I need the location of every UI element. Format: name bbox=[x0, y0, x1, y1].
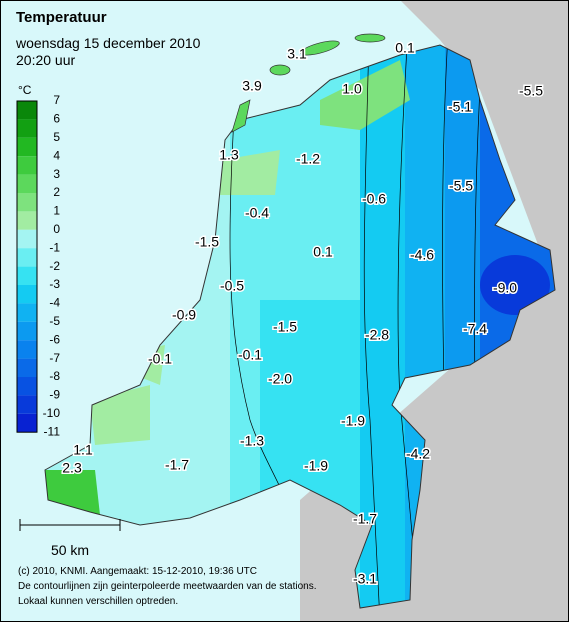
scale-label: 50 km bbox=[51, 542, 89, 558]
legend-label: 7 bbox=[53, 93, 60, 107]
station-value: -9.0 bbox=[493, 280, 517, 296]
legend-label: -6 bbox=[49, 332, 60, 346]
legend-swatch bbox=[17, 248, 37, 267]
station-value: -5.5 bbox=[449, 178, 473, 194]
legend-label: 1 bbox=[53, 204, 60, 218]
station-value: -0.5 bbox=[220, 278, 244, 294]
date: woensdag 15 december 2010 bbox=[15, 35, 201, 51]
legend-label: -11 bbox=[44, 424, 61, 438]
legend-label: -3 bbox=[49, 277, 60, 291]
legend-swatch bbox=[17, 303, 37, 322]
station-value: 1.1 bbox=[73, 442, 93, 458]
legend-label: 0 bbox=[53, 222, 60, 236]
station-value: -0.9 bbox=[172, 307, 196, 323]
legend-label: -2 bbox=[49, 259, 60, 273]
station-value: -4.2 bbox=[406, 446, 430, 462]
legend-swatch bbox=[17, 321, 37, 341]
legend-swatch bbox=[17, 358, 37, 377]
station-value: -4.6 bbox=[410, 247, 434, 263]
station-value: 0.1 bbox=[395, 40, 415, 56]
station-value: -2.0 bbox=[268, 371, 292, 387]
station-value: -5.1 bbox=[448, 99, 472, 115]
legend-swatch bbox=[17, 137, 37, 157]
legend-label: 5 bbox=[53, 130, 60, 144]
legend-swatch bbox=[17, 413, 37, 433]
legend-swatch bbox=[17, 211, 37, 230]
legend-label: -9 bbox=[49, 388, 60, 402]
legend-swatch bbox=[17, 101, 37, 120]
station-value: -1.9 bbox=[304, 458, 328, 474]
station-value: -7.4 bbox=[463, 321, 487, 337]
station-value: -1.2 bbox=[296, 151, 320, 167]
legend-label: 4 bbox=[53, 148, 60, 162]
legend-swatch bbox=[17, 229, 37, 249]
station-value: 3.1 bbox=[287, 46, 307, 62]
legend-swatch bbox=[17, 377, 37, 396]
station-value: -0.4 bbox=[245, 205, 269, 221]
station-value: 2.3 bbox=[62, 460, 82, 476]
legend-swatch bbox=[17, 266, 37, 285]
legend-unit: °C bbox=[18, 83, 32, 97]
station-value: -1.5 bbox=[195, 234, 219, 250]
station-value: -5.5 bbox=[519, 83, 543, 99]
station-value: -1.9 bbox=[341, 413, 365, 429]
wadden-islands bbox=[231, 33, 386, 133]
legend-label: -5 bbox=[49, 314, 60, 328]
country-border bbox=[44, 44, 556, 609]
legend-label: -10 bbox=[43, 406, 61, 420]
footer-line: De contourlijnen zijn geinterpoleerde me… bbox=[18, 581, 317, 592]
title: Temperatuur bbox=[16, 9, 107, 26]
station-value: -1.7 bbox=[353, 511, 377, 527]
legend-swatch bbox=[17, 156, 37, 175]
time: 20:20 uur bbox=[16, 52, 75, 68]
legend-label: -7 bbox=[49, 351, 60, 365]
station-value: 1.0 bbox=[342, 81, 362, 97]
station-value: -0.1 bbox=[238, 347, 262, 363]
legend-swatch bbox=[17, 174, 37, 193]
legend-swatch bbox=[17, 119, 37, 138]
legend-label: 2 bbox=[53, 185, 60, 199]
legend-swatch bbox=[17, 340, 37, 359]
station-value: 3.9 bbox=[242, 78, 262, 94]
legend-label: 6 bbox=[53, 112, 60, 126]
legend-label: -4 bbox=[49, 296, 60, 310]
footer-line: Lokaal kunnen verschillen optreden. bbox=[18, 596, 178, 607]
footer-line: (c) 2010, KNMI. Aangemaakt: 15-12-2010, … bbox=[18, 566, 257, 577]
legend-swatch bbox=[17, 395, 37, 414]
station-value: -0.1 bbox=[148, 351, 172, 367]
station-value: -1.5 bbox=[273, 319, 297, 335]
station-labels: 3.1 0.1 3.9 1.0 -5.5 -5.1 1.3 -1.2 -0.6 -5.5 -0.4 -… bbox=[61, 38, 545, 588]
legend-label: -8 bbox=[49, 369, 60, 383]
station-value: -0.6 bbox=[362, 191, 386, 207]
legend-label: 3 bbox=[53, 167, 60, 181]
station-value: -1.7 bbox=[165, 457, 189, 473]
station-value: -3.1 bbox=[353, 571, 377, 587]
legend: 7 6 5 4 3 2 1 0 -1 -2 -3 -4 -5 -6 -7 -8 -9 -10 -11 bbox=[16, 93, 61, 438]
legend-swatch bbox=[17, 285, 37, 304]
station-value: -1.3 bbox=[240, 433, 264, 449]
station-value: 0.1 bbox=[313, 244, 333, 260]
legend-label: -1 bbox=[49, 240, 60, 254]
station-value: 1.3 bbox=[219, 147, 239, 163]
legend-swatch bbox=[17, 193, 37, 212]
legend-frame bbox=[16, 100, 38, 433]
station-value: -2.8 bbox=[365, 327, 389, 343]
